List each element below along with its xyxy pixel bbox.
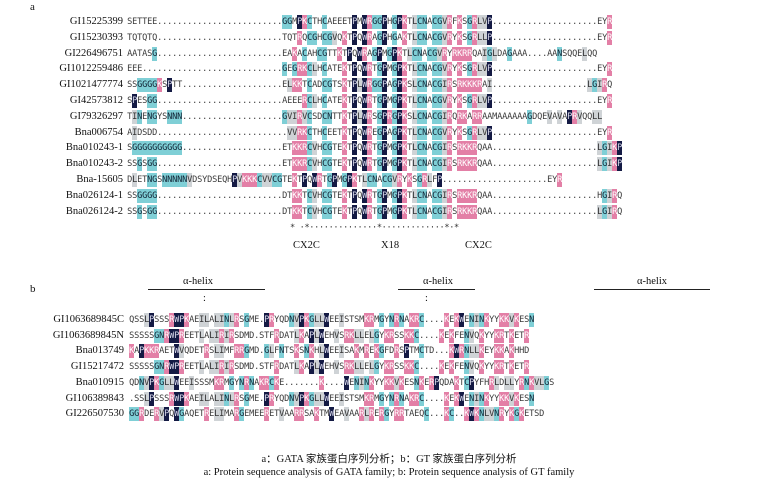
sequence-label: GI15217472 [70,361,124,373]
sequence-label: GI226496751 [64,47,123,59]
sequence-label: GI79326297 [69,110,123,122]
sequence-label: GI1012259486 [59,63,123,75]
helix-label-2: α-helix [423,276,453,287]
sequence-label: Bna026124-1 [65,189,123,201]
sequence-row: SSGGGGKSPTT....................ELKKTCADC… [127,78,612,93]
sequence-label: Bna-15605 [76,174,123,185]
sequence-row: SETTEE.........................GGMPKCTHC… [127,15,612,29]
helix-label-1: α-helix [183,276,213,287]
sequence-row: DLETNGSNNNNNVDSYDSEQHPVKKKCVVCGTEKTPQWRT… [127,173,562,187]
motif-label-x18: X18 [381,240,400,251]
sequence-label: Bna006754 [74,126,123,138]
sequence-row: AIDSDD..........................VVRKCTHC… [127,125,612,140]
helix-bar-1 [148,289,265,290]
sequence-label: Bna013749 [75,345,124,357]
motif-label-cx2c-left: CX2C [293,240,320,251]
sequence-row: TINENGYSNNN....................GVIRVCSDC… [127,109,602,124]
motif-label-cx2c-right: CX2C [465,240,492,251]
sequence-row: SGGGGGGGGGG....................ETKKRCVHC… [127,141,622,156]
helix-bar-3 [594,289,710,290]
sequence-row: EEE............................GEGRKCLHC… [127,62,612,77]
sequence-row: KAPKKRAETWVQDETRSLIMFRRGMD.GLFNTSKSNKHLW… [129,344,529,359]
sequence-label: GI106389843 [65,392,124,404]
sequence-label: GI1063689845C [53,314,124,325]
sequence-row: SSGSGG.........................DTKKTCVHC… [127,204,622,219]
sequence-row: SSGSGG.........................ETKKRCVHC… [127,157,622,172]
sequence-label: GI15225399 [69,16,123,27]
sequence-row: TQTQTQ.........................TQTRQCGHC… [127,30,612,45]
helix-colon-2: : [425,293,428,304]
sequence-label: GI226507530 [65,408,124,420]
sequence-row: SSGGGG.........................DTKKTCVHC… [127,188,622,203]
sequence-label: Bna026124-2 [65,205,123,217]
panel-b-letter: b [30,283,36,295]
sequence-row: GGRDERVPQWGAQETRELIMARGEMEERETVAARRSAKTM… [129,407,544,422]
sequence-row: .SSLPSSSRWPKAEILALINLRSGME.PRYQDNVPKGLLW… [129,391,534,406]
helix-colon-1: : [203,293,206,304]
sequence-label: GI1021477774 [59,79,123,91]
panel-a-consensus: * ·*··············*·············*·* [290,223,459,233]
panel-a-letter: a [30,1,35,13]
sequence-row: AATASG.........................EAKACAHCG… [127,46,597,61]
sequence-row: QDNVPKGLLWEEISSSMKRMGYNRNAKRCKE.......K.… [129,375,554,390]
sequence-label: GI42573812 [69,95,123,106]
helix-label-3: α-helix [637,276,667,287]
sequence-label: GI15230393 [69,31,123,43]
caption-zh: a：GATA 家族蛋白序列分析；b：GT 家族蛋白序列分析 [261,454,517,465]
sequence-label: Bna010915 [75,376,124,388]
helix-bar-2 [398,289,475,290]
caption-en: a: Protein sequence analysis of GATA fam… [203,467,575,478]
sequence-label: GI1063689845N [52,329,124,341]
sequence-label: Bna010243-2 [65,158,123,170]
sequence-row: SSSSSGNRWPREETLALIRIRSDMD.STFRDATLKAPLWE… [129,360,529,375]
sequence-row: QSSLPSSSRWPKAEILALINLRSGME.PRYQDNVPKGLLW… [129,313,534,327]
sequence-row: SPESGG.........................AEEERCLHC… [127,94,612,108]
sequence-label: Bna010243-1 [65,142,123,154]
sequence-row: SSSSSGNRWPREETLALIRIRSDMD.STFRDATLKAPLWE… [129,328,529,343]
